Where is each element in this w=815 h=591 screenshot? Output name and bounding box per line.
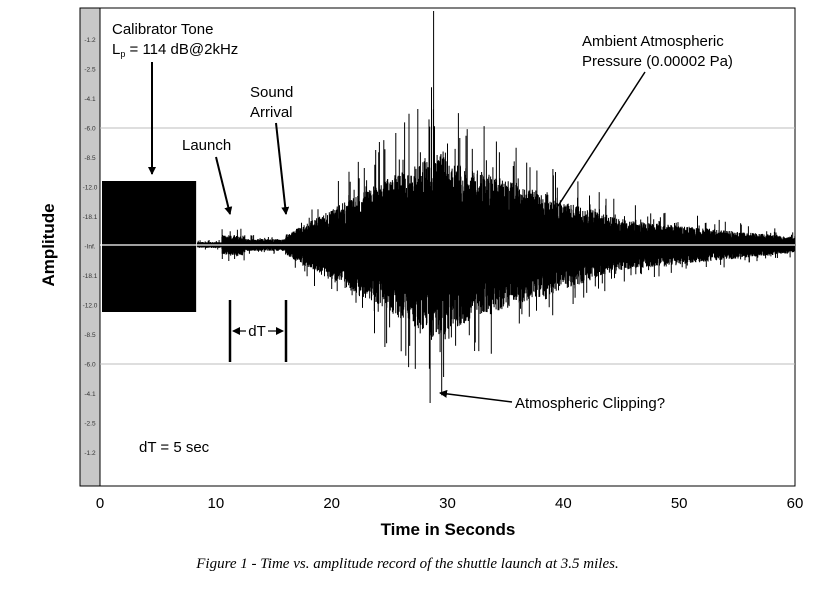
sound-arrival-arrow [275, 122, 290, 215]
y-tick-label: -18.1 [83, 273, 98, 280]
y-tick-label: -12.0 [83, 185, 98, 192]
x-axis-title: Time in Seconds [381, 520, 516, 539]
x-tick-label: 0 [96, 495, 104, 512]
y-tick-label: -6.0 [84, 362, 96, 369]
x-tick-label: 40 [555, 495, 572, 512]
y-tick-label: -1.2 [84, 450, 96, 457]
y-tick-label: -1.2 [84, 37, 96, 44]
x-tick-label: 50 [671, 495, 688, 512]
waveform-chart: -1.2 -2.5 -4.1 -6.0 -8.5 -12.0 -18.1 -Inf. -18.1… [39, 7, 804, 539]
y-axis-title: Amplitude [39, 203, 58, 286]
y-tick-label: -2.5 [84, 67, 96, 74]
launch-label: Launch [182, 137, 231, 154]
y-tick-label: -6.0 [84, 126, 96, 133]
calibrator-tone-block [102, 181, 197, 312]
y-tick-label: -2.5 [84, 421, 96, 428]
y-tick-label: -12.0 [83, 303, 98, 310]
y-tick-label: -8.5 [84, 155, 96, 162]
clipping-arrow [439, 389, 513, 403]
calibrator-level: = 114 dB@2kHz [125, 41, 238, 58]
y-tick-labels: -1.2 -2.5 -4.1 -6.0 -8.5 -12.0 -18.1 -Inf. -18.1… [83, 37, 98, 457]
sound-arrival-label-line1: Sound [250, 84, 293, 101]
x-tick-labels: 0 10 20 30 40 50 60 [96, 495, 804, 512]
calibrator-p-subscript: p [120, 49, 125, 59]
calibrator-label-line2: Lp = 114 dB@2kHz [112, 41, 238, 59]
y-tick-label: -18.1 [83, 214, 98, 221]
x-tick-label: 20 [323, 495, 340, 512]
y-tick-label: -4.1 [84, 96, 96, 103]
x-tick-label: 10 [207, 495, 224, 512]
ambient-label-line2: Pressure (0.00002 Pa) [582, 53, 733, 70]
dt-value-label: dT = 5 sec [139, 439, 210, 456]
y-tick-label: -8.5 [84, 332, 96, 339]
dt-arrow-label: dT [248, 323, 266, 340]
ambient-arrow [533, 71, 646, 244]
launch-arrow [215, 156, 233, 215]
y-tick-label: -Inf. [84, 244, 95, 251]
y-tick-label: -4.1 [84, 391, 96, 398]
calibrator-label-line1: Calibrator Tone [112, 21, 213, 38]
sound-arrival-label-line2: Arrival [250, 104, 293, 121]
calibrator-l-symbol: L [112, 41, 120, 58]
x-tick-label: 30 [439, 495, 456, 512]
x-tick-label: 60 [787, 495, 804, 512]
ambient-label-line1: Ambient Atmospheric [582, 33, 724, 50]
figure-caption: Figure 1 - Time vs. amplitude record of … [196, 556, 619, 572]
clipping-label: Atmospheric Clipping? [515, 395, 665, 412]
